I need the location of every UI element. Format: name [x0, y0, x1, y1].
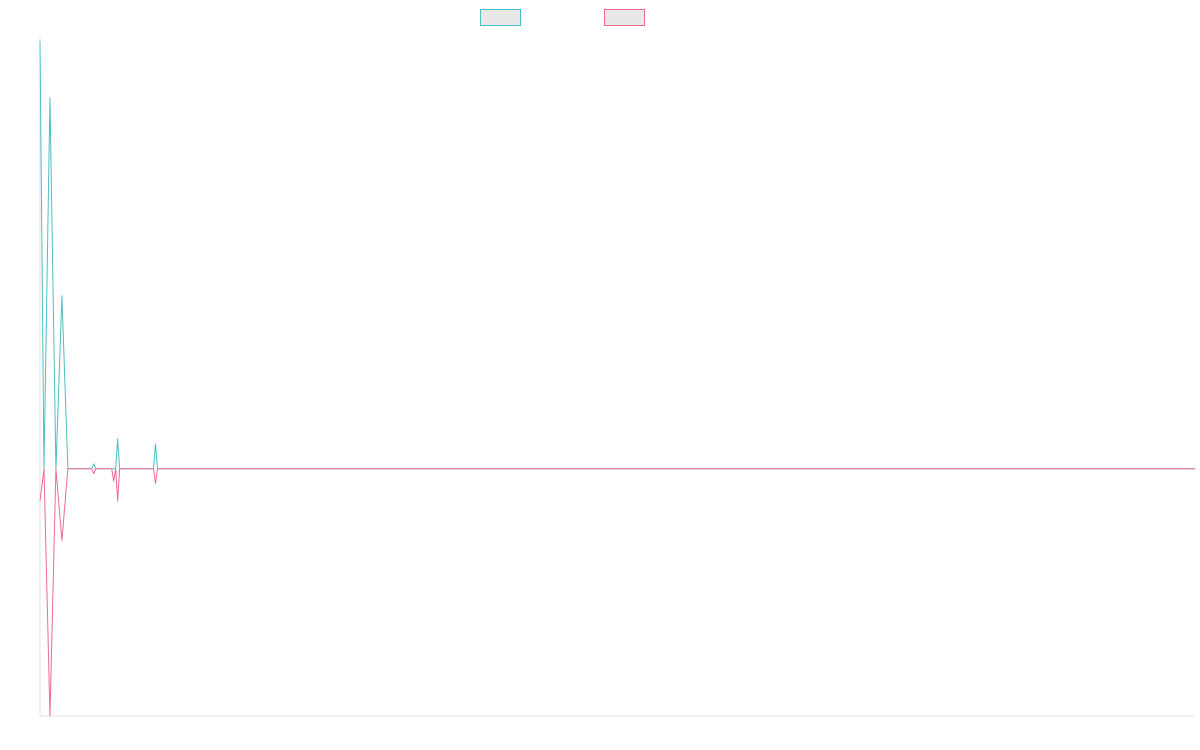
series-line-1 [39, 40, 1195, 470]
legend-swatch-2[interactable] [604, 9, 645, 26]
legend[interactable] [480, 9, 645, 26]
axes [39, 36, 1195, 717]
series-line-2 [39, 468, 1195, 717]
plot-area [39, 40, 1195, 717]
legend-swatch-1[interactable] [480, 9, 521, 26]
